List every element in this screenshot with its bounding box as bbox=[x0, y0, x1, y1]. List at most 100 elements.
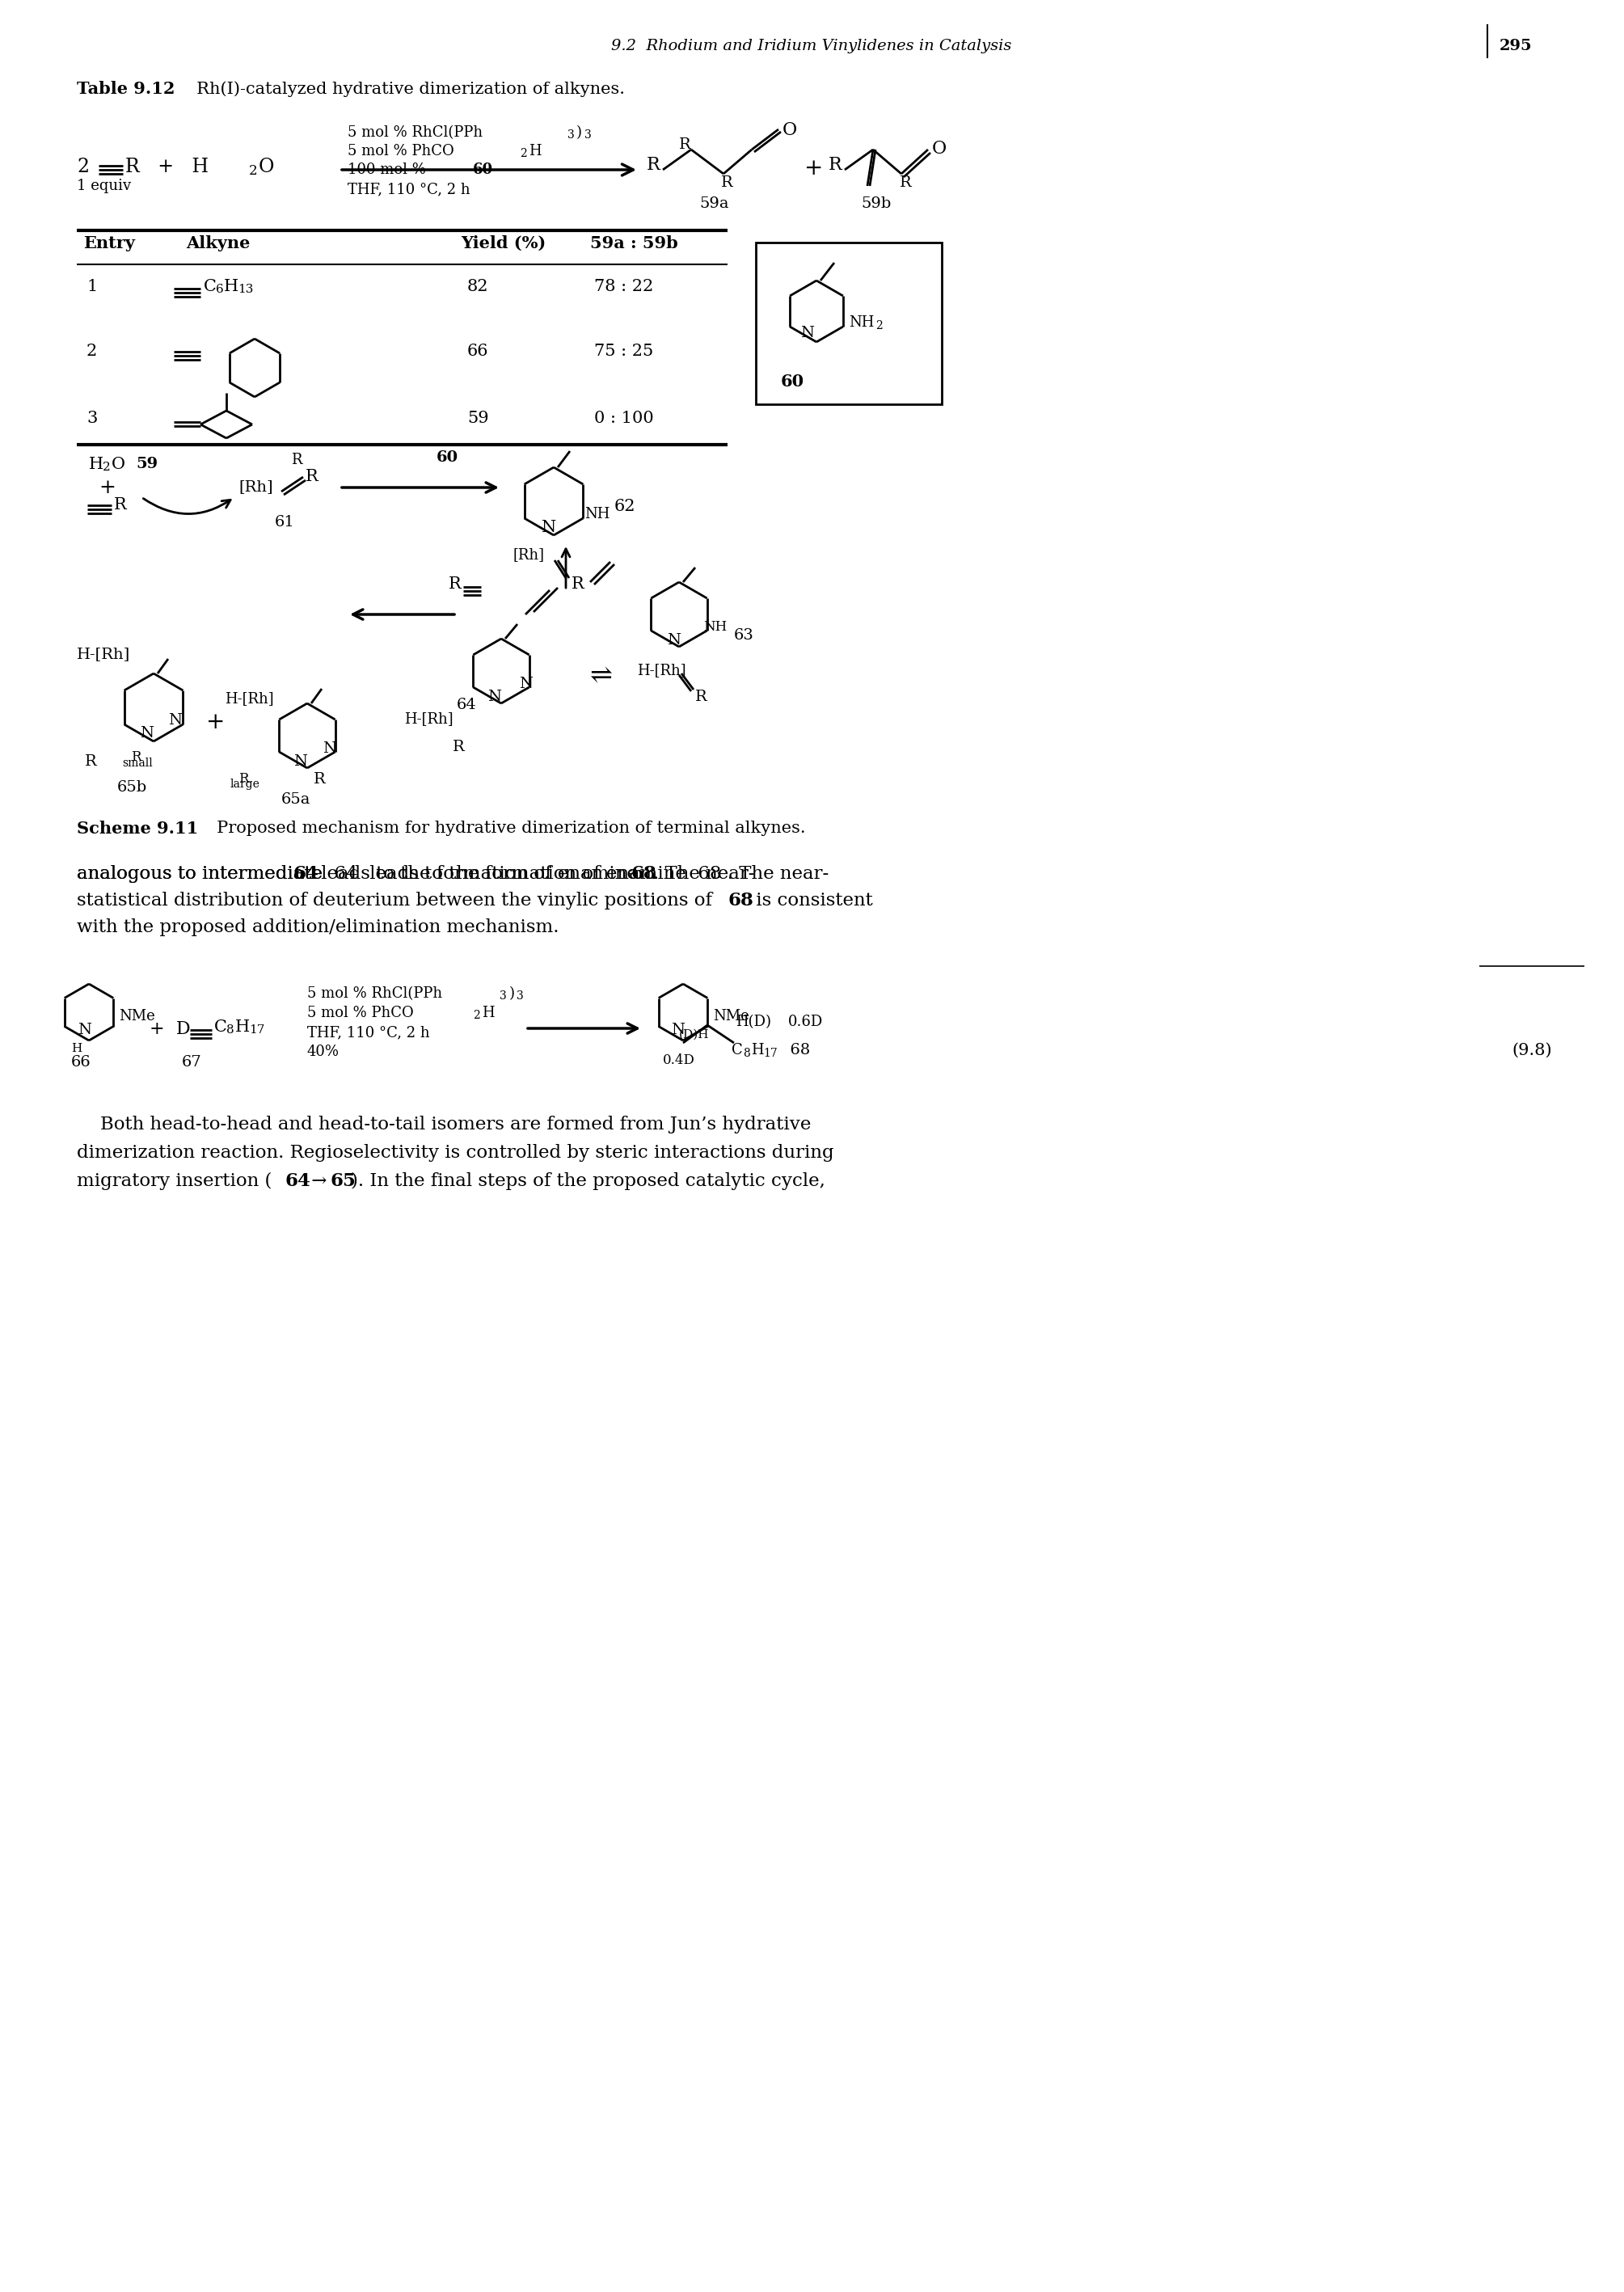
Text: R: R bbox=[313, 772, 325, 786]
Text: 8: 8 bbox=[742, 1047, 750, 1059]
Text: is consistent: is consistent bbox=[750, 892, 872, 910]
Text: 66: 66 bbox=[468, 344, 489, 360]
Text: R: R bbox=[828, 156, 843, 174]
Text: 3: 3 bbox=[86, 410, 97, 426]
Text: 64: 64 bbox=[292, 864, 318, 882]
Text: N: N bbox=[667, 633, 680, 649]
Text: R: R bbox=[239, 772, 248, 786]
Text: Entry: Entry bbox=[83, 236, 135, 252]
Text: statistical distribution of deuterium between the vinylic positions of: statistical distribution of deuterium be… bbox=[76, 892, 718, 910]
Text: Scheme 9.11: Scheme 9.11 bbox=[76, 821, 198, 837]
Text: O: O bbox=[932, 140, 947, 158]
Text: 3: 3 bbox=[500, 990, 507, 1002]
Text: 13: 13 bbox=[237, 284, 253, 296]
Text: C: C bbox=[203, 280, 216, 293]
Text: 9.2  Rhodium and Iridium Vinylidenes in Catalysis: 9.2 Rhodium and Iridium Vinylidenes in C… bbox=[611, 39, 1012, 53]
Text: 60: 60 bbox=[437, 449, 458, 465]
Text: [Rh]: [Rh] bbox=[513, 548, 544, 562]
Text: 63: 63 bbox=[734, 628, 754, 642]
Text: R: R bbox=[114, 497, 127, 513]
Text: 100 mol %: 100 mol % bbox=[348, 163, 430, 176]
Text: 6: 6 bbox=[216, 284, 224, 296]
Text: 68: 68 bbox=[780, 1043, 810, 1057]
Text: R   +   H: R + H bbox=[125, 158, 208, 176]
Text: 5 mol % PhCO: 5 mol % PhCO bbox=[307, 1006, 414, 1020]
Text: H: H bbox=[235, 1020, 250, 1034]
Text: ). In the final steps of the proposed catalytic cycle,: ). In the final steps of the proposed ca… bbox=[351, 1171, 825, 1190]
Text: N: N bbox=[801, 325, 814, 342]
Text: R: R bbox=[572, 575, 585, 591]
Text: C: C bbox=[731, 1043, 742, 1057]
Text: ⇌: ⇌ bbox=[590, 662, 612, 690]
Text: 65a: 65a bbox=[281, 793, 310, 807]
Text: 68: 68 bbox=[728, 892, 754, 910]
Text: +: + bbox=[99, 479, 115, 497]
Text: 62: 62 bbox=[614, 500, 635, 513]
Text: ): ) bbox=[510, 986, 515, 1002]
Text: 5 mol % RhCl(PPh: 5 mol % RhCl(PPh bbox=[307, 986, 442, 1002]
Text: N: N bbox=[140, 727, 154, 740]
Text: NH: NH bbox=[849, 316, 874, 330]
Text: H: H bbox=[529, 144, 541, 158]
Text: 2: 2 bbox=[248, 165, 258, 179]
Text: H: H bbox=[71, 1043, 81, 1054]
Text: 60: 60 bbox=[781, 374, 804, 390]
Text: 66: 66 bbox=[71, 1054, 91, 1070]
Text: NH: NH bbox=[585, 507, 609, 523]
Text: +  D: + D bbox=[149, 1020, 190, 1038]
Text: H-[Rh]: H-[Rh] bbox=[404, 711, 453, 727]
Text: 59: 59 bbox=[468, 410, 489, 426]
Text: R: R bbox=[453, 740, 464, 754]
Text: small: small bbox=[122, 759, 153, 768]
Text: R: R bbox=[721, 176, 732, 190]
Text: H: H bbox=[224, 280, 239, 293]
Text: [Rh]: [Rh] bbox=[239, 479, 273, 495]
Text: R: R bbox=[132, 749, 141, 763]
Text: 75 : 25: 75 : 25 bbox=[594, 344, 653, 360]
Text: 2: 2 bbox=[102, 461, 110, 472]
Text: 65: 65 bbox=[330, 1171, 356, 1190]
Text: O: O bbox=[258, 158, 274, 176]
Text: N: N bbox=[671, 1022, 685, 1038]
Text: N: N bbox=[169, 713, 182, 727]
Text: Table 9.12: Table 9.12 bbox=[76, 80, 175, 96]
Text: Proposed mechanism for hydrative dimerization of terminal alkynes.: Proposed mechanism for hydrative dimeriz… bbox=[206, 821, 806, 837]
Text: NH: NH bbox=[703, 621, 728, 635]
Text: N: N bbox=[323, 740, 336, 756]
Text: R: R bbox=[695, 690, 706, 704]
Text: THF, 110 °C, 2 h: THF, 110 °C, 2 h bbox=[307, 1025, 430, 1041]
Text: 82: 82 bbox=[468, 280, 489, 293]
Text: Alkyne: Alkyne bbox=[185, 236, 250, 252]
Text: 64: 64 bbox=[284, 1171, 310, 1190]
Text: N: N bbox=[487, 690, 502, 704]
Text: R: R bbox=[305, 470, 318, 484]
Text: H-[Rh]: H-[Rh] bbox=[637, 662, 685, 678]
Text: N: N bbox=[520, 676, 533, 692]
Text: . The near-: . The near- bbox=[653, 864, 755, 882]
Text: 2: 2 bbox=[520, 149, 526, 158]
Text: NMe: NMe bbox=[713, 1008, 749, 1025]
Text: 2: 2 bbox=[86, 344, 97, 360]
Text: C: C bbox=[214, 1020, 227, 1034]
Text: 64: 64 bbox=[456, 697, 477, 713]
Text: 59b: 59b bbox=[861, 197, 892, 211]
Text: 1: 1 bbox=[86, 280, 97, 293]
Text: R: R bbox=[646, 156, 661, 174]
Text: 2: 2 bbox=[473, 1011, 481, 1022]
Text: 68: 68 bbox=[630, 864, 656, 882]
Text: R: R bbox=[679, 138, 690, 151]
Text: 59a: 59a bbox=[700, 197, 729, 211]
Text: Yield (%): Yield (%) bbox=[461, 236, 546, 252]
Text: N: N bbox=[541, 520, 557, 536]
Text: 2: 2 bbox=[76, 158, 89, 176]
Text: R: R bbox=[291, 454, 302, 468]
Bar bbox=[755, 243, 942, 403]
Text: 5 mol % PhCO: 5 mol % PhCO bbox=[348, 144, 455, 158]
Text: Rh(I)-catalyzed hydrative dimerization of alkynes.: Rh(I)-catalyzed hydrative dimerization o… bbox=[185, 80, 625, 96]
Text: 2: 2 bbox=[875, 321, 882, 332]
Text: N: N bbox=[294, 754, 307, 768]
Text: R: R bbox=[900, 176, 911, 190]
Text: dimerization reaction. Regioselectivity is controlled by steric interactions dur: dimerization reaction. Regioselectivity … bbox=[76, 1144, 835, 1162]
Text: 17: 17 bbox=[248, 1025, 265, 1036]
Text: 0.4D: 0.4D bbox=[663, 1054, 695, 1068]
